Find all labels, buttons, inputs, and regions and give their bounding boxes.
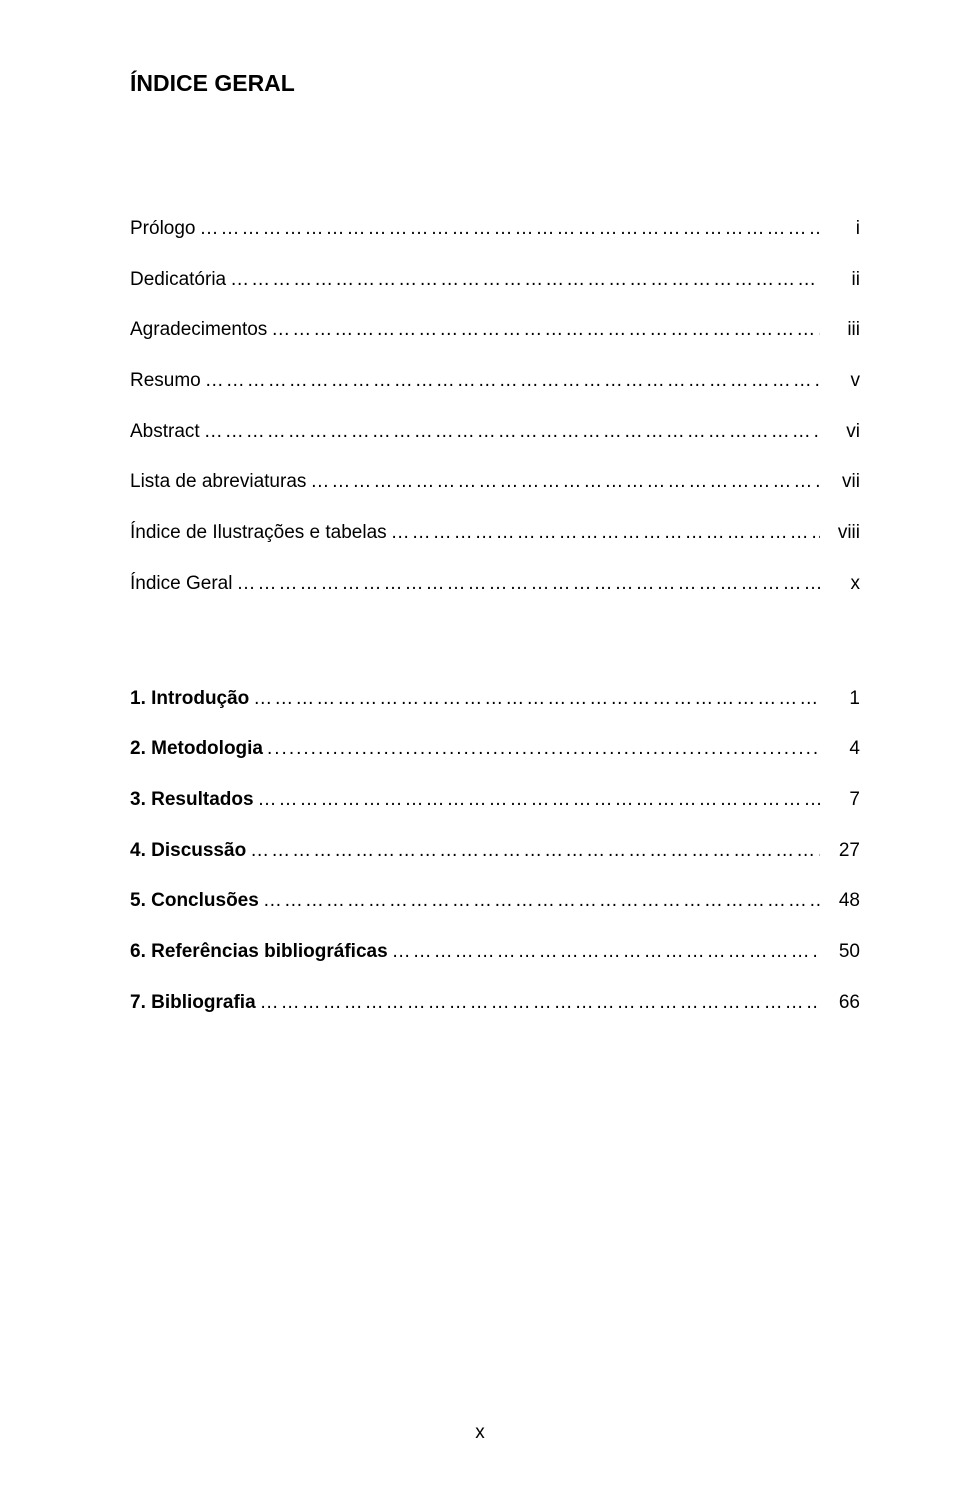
- dot-leader: ……………………………………………………………………………………………: [232, 572, 820, 597]
- dot-leader: ……………………………………………………………………………………………: [256, 991, 820, 1016]
- toc-page-number: v: [820, 369, 860, 394]
- toc-page-number: vii: [820, 470, 860, 495]
- toc-page-number: iii: [820, 318, 860, 343]
- toc-page-number: 66: [820, 991, 860, 1016]
- document-page: ÍNDICE GERAL Prólogo ……………………………………………………: [0, 0, 960, 1504]
- toc-label: Dedicatória: [130, 268, 226, 293]
- dot-leader: ……………………………………………………………………………………………: [196, 217, 821, 242]
- toc-row: Resumo …………………………………………………………………………………………: [130, 369, 860, 394]
- toc-row: 3. Resultados ………………………………………………………………………: [130, 788, 860, 813]
- toc-page-number: 50: [820, 940, 860, 965]
- toc-label: Prólogo: [130, 217, 196, 242]
- dot-leader: ……………………………………………………………………………………………: [246, 839, 820, 864]
- dot-leader: ……………………………………………………………………………………………: [259, 889, 820, 914]
- toc-row: 4. Discussão …………………………………………………………………………: [130, 839, 860, 864]
- toc-row: 2. Metodologia .........................…: [130, 737, 860, 762]
- toc-label: 2. Metodologia: [130, 737, 263, 762]
- dot-leader: ……………………………………………………………………………………………: [306, 470, 820, 495]
- toc-label: Lista de abreviaturas: [130, 470, 306, 495]
- toc-row: 1. Introdução ………………………………………………………………………: [130, 687, 860, 712]
- toc-label: Índice Geral: [130, 572, 232, 597]
- toc-label: 3. Resultados: [130, 788, 254, 813]
- dot-leader: ……………………………………………………………………………………………: [388, 940, 820, 965]
- dot-leader: ........................................…: [263, 737, 820, 762]
- toc-page-number: 27: [820, 839, 860, 864]
- toc-page-number: vi: [820, 420, 860, 445]
- toc-row: 5. Conclusões ………………………………………………………………………: [130, 889, 860, 914]
- dot-leader: ……………………………………………………………………………………………: [254, 788, 820, 813]
- toc-label: 6. Referências bibliográficas: [130, 940, 388, 965]
- toc-label: Índice de Ilustrações e tabelas: [130, 521, 387, 546]
- toc-row: Dedicatória ……………………………………………………………………………: [130, 268, 860, 293]
- toc-page-number: viii: [820, 521, 860, 546]
- dot-leader: ……………………………………………………………………………………………: [200, 420, 820, 445]
- toc-label: Agradecimentos: [130, 318, 267, 343]
- toc-row: 7. Bibliografia …………………………………………………………………: [130, 991, 860, 1016]
- dot-leader: ……………………………………………………………………………………………: [226, 268, 820, 293]
- toc-label: 1. Introdução: [130, 687, 249, 712]
- footer-page-number: x: [0, 1422, 960, 1444]
- dot-leader: ……………………………………………………………………………………………: [267, 318, 820, 343]
- dot-leader: ……………………………………………………………………………………………: [201, 369, 820, 394]
- toc-page-number: x: [820, 572, 860, 597]
- dot-leader: ……………………………………………………………………………………………: [249, 687, 820, 712]
- toc-page-number: 4: [820, 737, 860, 762]
- toc-row: Prólogo ………………………………………………………………………………………: [130, 217, 860, 242]
- toc-row: 6. Referências bibliográficas ……………………………: [130, 940, 860, 965]
- toc-main-entries: 1. Introdução ………………………………………………………………………: [130, 687, 860, 1016]
- page-title: ÍNDICE GERAL: [130, 70, 860, 97]
- toc-row: Índice Geral …………………………………………………………………………: [130, 572, 860, 597]
- toc-label: 7. Bibliografia: [130, 991, 256, 1016]
- toc-page-number: 48: [820, 889, 860, 914]
- toc-front-matter: Prólogo ………………………………………………………………………………………: [130, 217, 860, 597]
- toc-row: Abstract ……………………………………………………………………………………: [130, 420, 860, 445]
- dot-leader: ……………………………………………………………………………………………: [387, 521, 820, 546]
- toc-label: Resumo: [130, 369, 201, 394]
- toc-row: Índice de Ilustrações e tabelas ………………………: [130, 521, 860, 546]
- toc-label: 4. Discussão: [130, 839, 246, 864]
- toc-page-number: 7: [820, 788, 860, 813]
- toc-page-number: 1: [820, 687, 860, 712]
- toc-page-number: ii: [820, 268, 860, 293]
- toc-label: Abstract: [130, 420, 200, 445]
- toc-label: 5. Conclusões: [130, 889, 259, 914]
- toc-row: Agradecimentos ……………………………………………………………………: [130, 318, 860, 343]
- toc-page-number: i: [820, 217, 860, 242]
- toc-row: Lista de abreviaturas …………………………………………………: [130, 470, 860, 495]
